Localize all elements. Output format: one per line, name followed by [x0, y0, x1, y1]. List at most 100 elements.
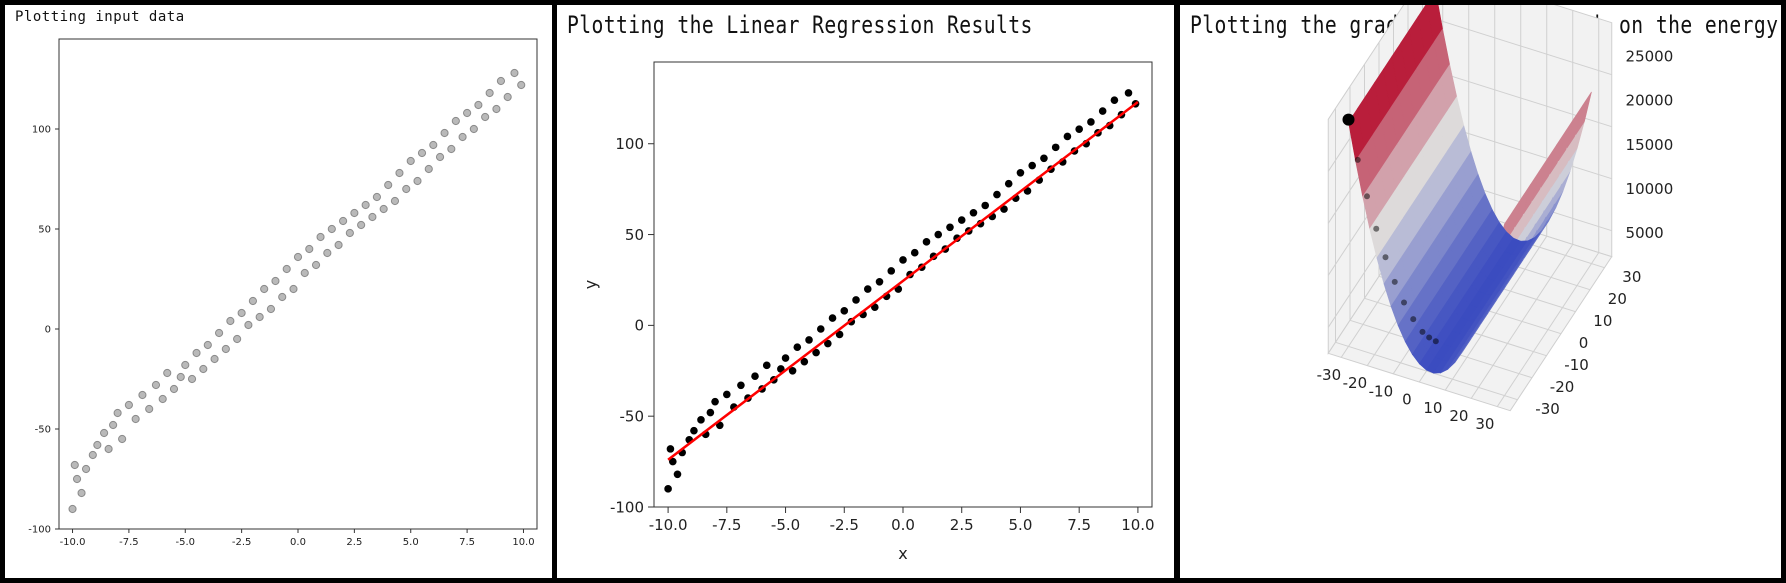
data-point — [68, 504, 77, 514]
data-point — [1000, 205, 1008, 213]
x-tick-label: 10.0 — [512, 537, 534, 548]
regression-chart: -10.0 -7.5 -5.0 -2.5 0.0 2.5 5.0 7.5 10.0 -100 -50… — [581, 61, 1155, 563]
data-point — [946, 223, 954, 232]
data-point — [1004, 179, 1013, 188]
data-point — [118, 434, 127, 444]
y-tick-label: -100 — [610, 498, 644, 516]
x-tick-label: 20 — [1449, 407, 1468, 425]
data-point — [777, 365, 785, 373]
y-tick-label: -100 — [28, 525, 51, 536]
data-point — [402, 184, 411, 194]
data-point — [666, 445, 675, 453]
regression-line — [667, 100, 1139, 461]
data-point — [390, 196, 400, 206]
data-point — [723, 390, 731, 399]
x-tick-label: -2.5 — [830, 516, 859, 534]
y-tick-label: 20 — [1608, 290, 1627, 308]
data-point — [226, 316, 235, 326]
x-tick-label: -30 — [1317, 366, 1342, 384]
data-point — [77, 488, 86, 498]
data-point — [131, 414, 140, 424]
z-tick-label: 15000 — [1626, 136, 1674, 154]
data-point — [451, 116, 460, 126]
data-point — [1063, 132, 1072, 141]
data-point — [372, 192, 382, 202]
data-point — [266, 304, 276, 314]
data-point — [244, 320, 253, 330]
x-tick-label: -5.0 — [176, 537, 196, 548]
data-point — [300, 268, 309, 278]
x-tick-label: 10 — [1423, 399, 1442, 417]
data-point — [413, 176, 422, 186]
data-point — [429, 140, 438, 150]
descent-path-point — [1401, 299, 1407, 306]
data-point — [447, 144, 456, 154]
data-point — [440, 128, 449, 138]
descent-path-point — [1354, 156, 1361, 163]
x-tick-label: 2.5 — [950, 516, 974, 534]
data-point — [1110, 96, 1119, 104]
data-point — [384, 180, 393, 190]
x-tick-label: -7.5 — [712, 516, 741, 534]
data-point — [316, 232, 325, 242]
data-point — [138, 390, 147, 400]
data-point — [706, 408, 715, 417]
data-point — [435, 152, 445, 162]
data-point — [145, 404, 154, 414]
data-point — [510, 68, 519, 78]
y-tick-label: 50 — [625, 226, 644, 244]
data-point — [282, 264, 291, 274]
data-point — [368, 212, 377, 222]
data-point — [221, 344, 230, 354]
data-point — [863, 285, 872, 293]
x-tick-label: 5.0 — [1009, 516, 1033, 534]
data-point — [788, 366, 797, 375]
data-point — [289, 284, 298, 294]
data-point — [1028, 161, 1036, 170]
x-tick-label: -20 — [1343, 374, 1368, 392]
data-point — [517, 80, 526, 90]
descent-path-point — [1426, 334, 1433, 341]
data-point — [899, 256, 907, 264]
data-point — [828, 314, 837, 322]
data-point — [233, 334, 242, 344]
data-point — [357, 220, 366, 230]
data-point — [1087, 118, 1095, 126]
descent-path-point — [1391, 278, 1398, 285]
data-point — [673, 470, 682, 479]
data-point — [1098, 107, 1107, 115]
x-tick-label: -10 — [1369, 382, 1394, 400]
data-point — [345, 228, 354, 238]
data-point — [113, 408, 122, 418]
data-point — [271, 276, 280, 286]
descent-path-point — [1410, 316, 1417, 323]
data-point — [323, 248, 332, 258]
data-point — [151, 380, 161, 390]
data-point — [214, 328, 224, 338]
data-point — [255, 312, 264, 322]
x-tick-label: 2.5 — [346, 537, 362, 548]
x-tick-label: -7.5 — [119, 537, 139, 548]
y-tick-label: 100 — [32, 125, 51, 136]
z-tick-label: 10000 — [1626, 180, 1674, 198]
z-tick-label: 5000 — [1626, 224, 1664, 242]
data-point — [395, 168, 404, 178]
input-data-title: Plotting input data — [15, 9, 185, 25]
x-tick-label: 0.0 — [290, 537, 306, 548]
data-point — [81, 464, 91, 474]
data-point — [192, 348, 201, 358]
descent-path-point — [1432, 338, 1439, 345]
data-point — [248, 296, 258, 306]
axis-grid-line — [1429, 16, 1612, 76]
data-point — [210, 354, 219, 364]
z-tick-label: 20000 — [1626, 92, 1674, 110]
data-point — [417, 148, 427, 158]
data-point — [338, 216, 348, 226]
x-tick-label: 0.0 — [891, 516, 915, 534]
data-point — [187, 374, 197, 384]
data-point — [93, 440, 102, 450]
data-point — [957, 216, 966, 224]
data-point — [293, 252, 303, 262]
data-point — [800, 357, 809, 366]
data-point — [969, 208, 978, 217]
